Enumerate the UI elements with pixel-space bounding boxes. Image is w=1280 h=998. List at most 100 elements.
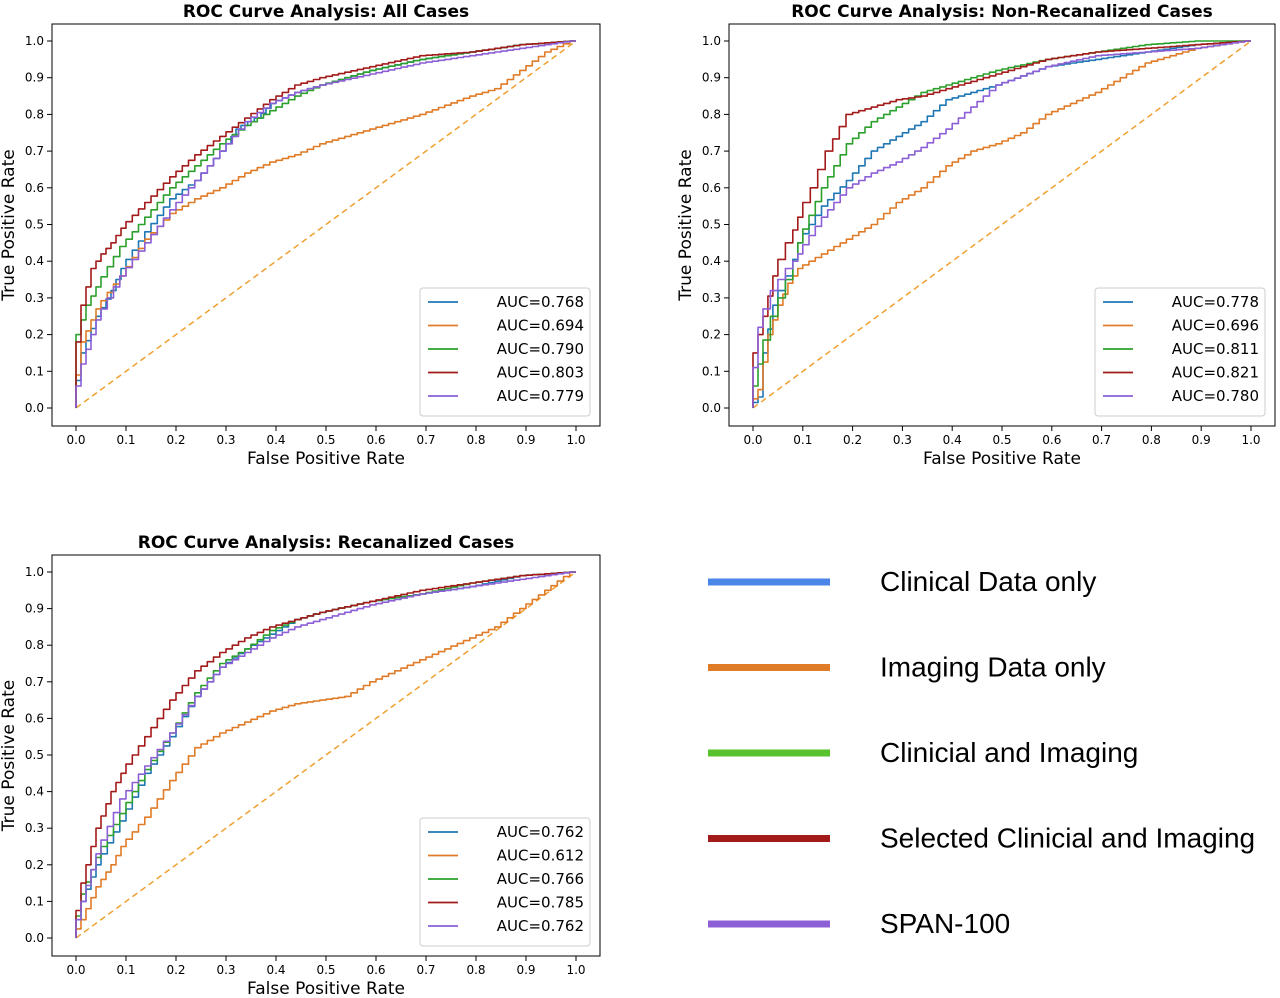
chart-title: ROC Curve Analysis: Recanalized Cases (138, 533, 514, 553)
legend-label: AUC=0.762 (497, 823, 584, 841)
roc-curve-2 (752, 40, 1251, 408)
figure-legend: Clinical Data only Imaging Data only Clini… (708, 566, 1255, 939)
x-tick-label: 1.0 (566, 963, 585, 977)
legend-box (419, 287, 591, 417)
x-tick-label: 0.7 (416, 433, 435, 447)
roc-curve-5 (75, 40, 576, 408)
x-tick-label: 0.0 (66, 963, 85, 977)
y-tick-label: 0.4 (702, 254, 721, 268)
legend-label: AUC=0.790 (497, 340, 584, 358)
figure-legend-label: Imaging Data only (880, 652, 1106, 683)
chart-all-cases: ROC Curve Analysis: All Cases 0.0 0.1 0.2 0.… (0, 2, 601, 469)
roc-curve-2 (75, 40, 576, 408)
y-tick-label: 0.0 (702, 401, 721, 415)
y-tick-label: 0.1 (702, 364, 721, 378)
legend-label: AUC=0.780 (1172, 387, 1259, 405)
x-tick-label: 0.9 (1192, 433, 1211, 447)
x-tick-label: 0.3 (216, 433, 235, 447)
legend-box (419, 817, 591, 947)
legend: AUC=0.762 AUC=0.612 AUC=0.766 AUC=0.785 AUC=… (419, 817, 591, 947)
chance-line (75, 571, 577, 939)
x-tick-label: 0.2 (843, 433, 862, 447)
x-tick-label: 0.1 (116, 433, 135, 447)
figure-legend-label: Clinical Data only (880, 566, 1096, 597)
roc-curve-2 (75, 571, 576, 938)
y-tick-label: 0.8 (702, 107, 721, 121)
y-tick-label: 0.0 (25, 401, 44, 415)
x-tick-label: 0.5 (316, 433, 335, 447)
x-tick-label: 0.1 (116, 963, 135, 977)
x-tick-label: 0.0 (66, 433, 85, 447)
roc-curve-4 (75, 40, 576, 408)
y-tick-label: 0.8 (25, 107, 44, 121)
y-tick-label: 0.5 (702, 218, 721, 232)
x-tick-label: 0.4 (943, 433, 962, 447)
chart-title: ROC Curve Analysis: Non-Recanalized Case… (791, 2, 1213, 22)
y-tick-label: 0.3 (25, 821, 44, 835)
x-tick-label: 0.7 (416, 963, 435, 977)
y-tick-label: 0.3 (25, 291, 44, 305)
y-tick-label: 0.9 (25, 71, 44, 85)
legend-label: AUC=0.778 (1172, 293, 1259, 311)
x-tick-label: 0.1 (793, 433, 812, 447)
x-tick-label: 0.5 (316, 963, 335, 977)
legend-label: AUC=0.694 (497, 317, 584, 335)
y-tick-label: 1.0 (702, 34, 721, 48)
y-tick-label: 0.9 (702, 71, 721, 85)
x-tick-label: 1.0 (566, 433, 585, 447)
y-tick-label: 0.4 (25, 785, 44, 799)
y-tick-label: 0.7 (702, 144, 721, 158)
roc-curve-5 (752, 40, 1251, 408)
x-tick-label: 0.5 (992, 433, 1011, 447)
x-tick-label: 0.3 (893, 433, 912, 447)
y-tick-label: 0.8 (25, 638, 44, 652)
y-axis-label: True Positive Rate (676, 149, 696, 301)
roc-curve-5 (75, 571, 576, 938)
legend-label: AUC=0.779 (497, 387, 584, 405)
y-tick-label: 0.6 (25, 181, 44, 195)
y-tick-label: 0.2 (702, 328, 721, 342)
y-tick-label: 0.6 (25, 711, 44, 725)
chart-recanalized-cases: ROC Curve Analysis: Recanalized Cases 0.0… (0, 533, 601, 998)
x-tick-label: 0.2 (166, 433, 185, 447)
x-axis-label: False Positive Rate (247, 979, 405, 998)
x-tick-label: 0.3 (216, 963, 235, 977)
y-tick-label: 0.6 (702, 181, 721, 195)
legend-label: AUC=0.785 (497, 894, 584, 912)
chance-line (752, 40, 1252, 409)
legend-label: AUC=0.612 (497, 847, 584, 865)
x-axis-label: False Positive Rate (247, 449, 405, 469)
x-tick-label: 0.9 (516, 963, 535, 977)
x-tick-label: 0.6 (366, 963, 385, 977)
figure-legend-label: SPAN-100 (880, 908, 1010, 939)
y-tick-label: 0.1 (25, 364, 44, 378)
legend: AUC=0.778 AUC=0.696 AUC=0.811 AUC=0.821 AUC=… (1094, 287, 1266, 417)
legend-label: AUC=0.762 (497, 917, 584, 935)
figure-legend-label: Clinicial and Imaging (880, 737, 1138, 768)
y-tick-label: 0.9 (25, 602, 44, 616)
x-tick-label: 0.9 (516, 433, 535, 447)
legend-box (1094, 287, 1266, 417)
y-axis-label: True Positive Rate (0, 680, 19, 832)
y-tick-label: 0.7 (25, 144, 44, 158)
x-tick-label: 0.8 (1142, 433, 1161, 447)
x-tick-label: 0.0 (743, 433, 762, 447)
chart-non-recanalized-cases: ROC Curve Analysis: Non-Recanalized Case… (676, 2, 1276, 469)
roc-curve-3 (752, 40, 1251, 408)
y-tick-label: 0.1 (25, 894, 44, 908)
legend-label: AUC=0.696 (1172, 317, 1259, 335)
x-tick-label: 0.4 (266, 433, 285, 447)
legend: AUC=0.768 AUC=0.694 AUC=0.790 AUC=0.803 AUC=… (419, 287, 591, 417)
y-tick-label: 0.2 (25, 328, 44, 342)
legend-label: AUC=0.803 (497, 364, 584, 382)
y-tick-label: 0.0 (25, 931, 44, 945)
roc-curve-4 (752, 40, 1251, 408)
y-tick-label: 1.0 (25, 565, 44, 579)
y-tick-label: 0.2 (25, 858, 44, 872)
y-tick-label: 1.0 (25, 34, 44, 48)
x-tick-label: 1.0 (1241, 433, 1260, 447)
y-tick-label: 0.5 (25, 218, 44, 232)
legend-label: AUC=0.768 (497, 293, 584, 311)
legend-label: AUC=0.821 (1172, 364, 1259, 382)
